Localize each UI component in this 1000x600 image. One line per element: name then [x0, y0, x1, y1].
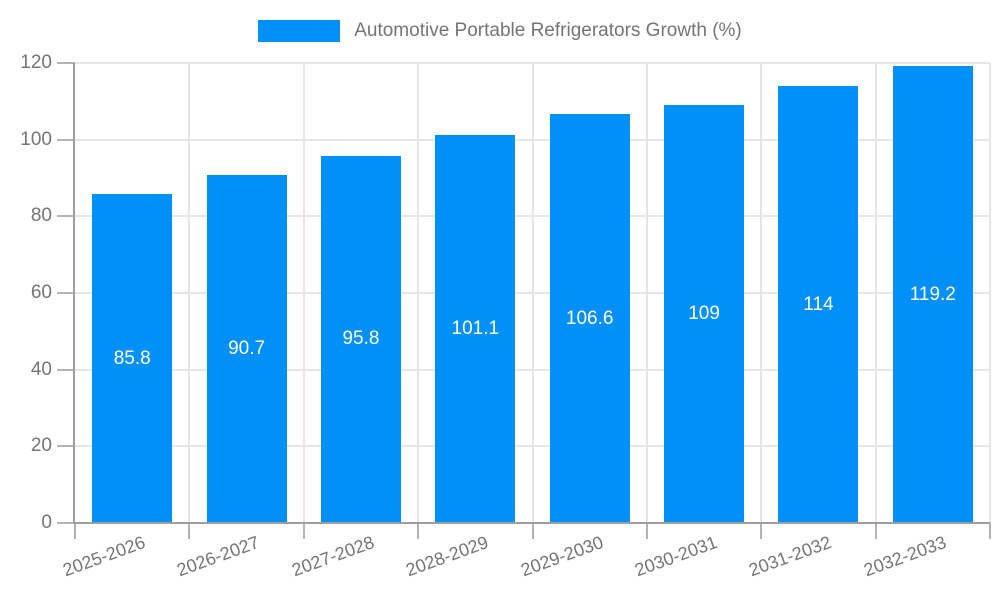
- y-axis-tick: [57, 522, 75, 524]
- x-gridline: [645, 63, 648, 523]
- x-gridline: [531, 63, 534, 523]
- bar-value-label: 119.2: [909, 283, 956, 305]
- x-axis-tick: [874, 523, 877, 539]
- bar[interactable]: [320, 155, 401, 523]
- x-axis-tick: [645, 523, 648, 539]
- y-tick-label: 20: [30, 435, 52, 457]
- y-axis-tick: [57, 368, 75, 371]
- y-tick-label: 0: [41, 512, 52, 533]
- bar[interactable]: [778, 86, 859, 523]
- bar-value-label: 114: [803, 293, 834, 315]
- legend-label: Automotive Portable Refrigerators Growth…: [354, 20, 742, 41]
- x-tick-label: 2026-2027: [174, 532, 263, 581]
- legend-swatch-icon[interactable]: [258, 20, 341, 42]
- bar-value-label: 95.8: [342, 328, 380, 350]
- x-axis-tick: [989, 523, 991, 539]
- x-gridline: [874, 63, 877, 523]
- y-tick-label: 100: [20, 128, 52, 150]
- x-axis-tick: [188, 523, 191, 539]
- y-tick-label: 60: [30, 282, 52, 303]
- x-gridline: [302, 63, 305, 523]
- y-axis-tick: [57, 62, 75, 64]
- y-axis-tick: [57, 138, 75, 141]
- x-gridline: [760, 63, 763, 523]
- x-tick-label: 2028-2029: [403, 532, 492, 581]
- x-gridline: [417, 63, 420, 523]
- x-axis-tick: [302, 523, 305, 539]
- y-axis-line: [73, 63, 75, 523]
- x-axis-line: [73, 522, 990, 524]
- x-tick-label: 2027-2028: [289, 532, 377, 581]
- bar-value-label: 85.8: [113, 347, 151, 369]
- x-gridline: [188, 63, 191, 523]
- x-axis-tick: [74, 523, 76, 539]
- bar[interactable]: [435, 135, 516, 523]
- x-tick-label: 2029-2030: [517, 532, 606, 581]
- x-tick-label: 2032-2033: [860, 532, 949, 581]
- y-tick-label: 120: [20, 52, 52, 73]
- bar[interactable]: [92, 194, 173, 523]
- legend: Automotive Portable Refrigerators Growth…: [0, 20, 1000, 42]
- y-tick-label: 40: [30, 358, 52, 380]
- bar[interactable]: [892, 66, 973, 523]
- bar[interactable]: [206, 175, 287, 523]
- x-tick-label: 2031-2032: [746, 532, 835, 581]
- bar-value-label: 106.6: [565, 307, 614, 329]
- y-axis-tick: [57, 292, 75, 294]
- x-axis-tick: [760, 523, 763, 539]
- x-axis-tick: [531, 523, 534, 539]
- bar[interactable]: [664, 105, 745, 523]
- y-tick-label: 80: [30, 205, 52, 227]
- x-tick-label: 2025-2026: [60, 532, 149, 581]
- y-axis-tick: [57, 445, 75, 448]
- bar-value-label: 90.7: [228, 338, 266, 360]
- x-tick-label: 2030-2031: [632, 532, 720, 581]
- bar-value-label: 101.1: [451, 318, 500, 340]
- bar[interactable]: [549, 114, 630, 523]
- y-axis-tick: [57, 215, 75, 218]
- x-gridline: [989, 63, 991, 523]
- bar-value-label: 109: [688, 303, 720, 325]
- x-axis-tick: [417, 523, 420, 539]
